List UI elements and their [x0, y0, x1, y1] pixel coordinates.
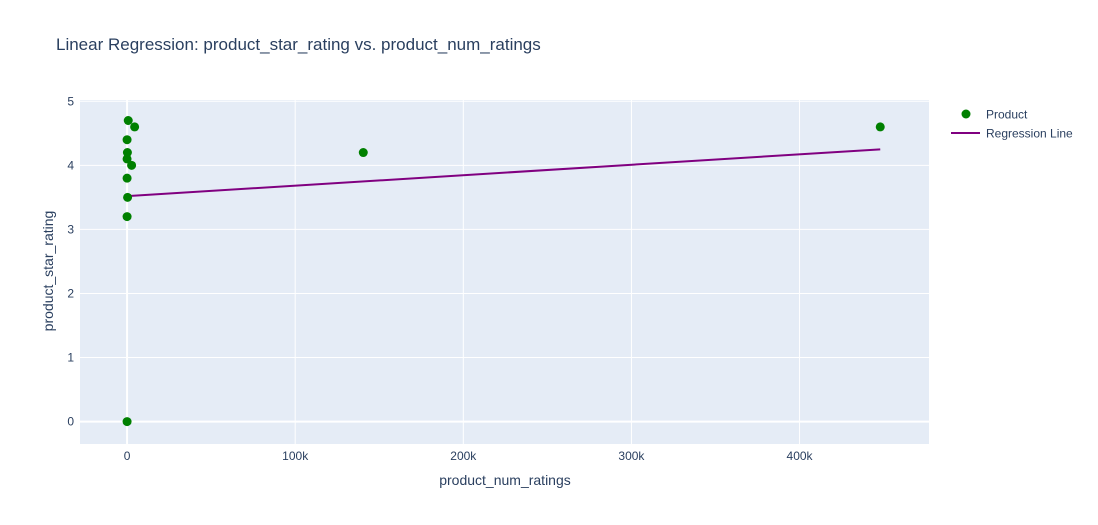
- data-point[interactable]: [122, 173, 132, 183]
- y-tick-label: 5: [67, 94, 74, 108]
- y-tick-label: 0: [67, 415, 74, 429]
- legend-label-regression-line: Regression Line: [986, 127, 1073, 141]
- data-point[interactable]: [358, 148, 368, 158]
- regression-line: [127, 148, 881, 198]
- data-point[interactable]: [123, 115, 133, 125]
- data-point[interactable]: [123, 192, 133, 202]
- data-point[interactable]: [130, 122, 140, 132]
- legend-marker-product: [961, 109, 971, 119]
- data-point[interactable]: [122, 212, 132, 222]
- tick-labels: 0 1 2 3 4 5 0 100k 200k 300k 400k: [67, 94, 813, 463]
- x-tick-label: 0: [124, 449, 131, 463]
- data-point[interactable]: [122, 148, 132, 158]
- y-tick-label: 2: [67, 286, 74, 300]
- data-point[interactable]: [875, 122, 885, 132]
- y-tick-label: 3: [67, 222, 74, 236]
- y-axis-title: product_star_rating: [40, 211, 56, 332]
- x-tick-label: 200k: [450, 449, 477, 463]
- legend-item-product[interactable]: Product: [961, 108, 1029, 122]
- y-tick-label: 1: [67, 351, 74, 365]
- x-tick-label: 400k: [787, 449, 814, 463]
- legend-label-product: Product: [986, 108, 1028, 122]
- data-point[interactable]: [127, 160, 137, 170]
- x-tick-label: 100k: [282, 449, 309, 463]
- series-layer: [122, 115, 885, 427]
- x-axis-title: product_num_ratings: [439, 472, 571, 488]
- data-point[interactable]: [122, 154, 132, 164]
- x-tick-label: 300k: [618, 449, 645, 463]
- data-point[interactable]: [122, 417, 132, 427]
- y-tick-label: 4: [67, 158, 74, 172]
- data-point[interactable]: [122, 135, 132, 145]
- chart-title: Linear Regression: product_star_rating v…: [56, 35, 541, 54]
- plot-area: [80, 100, 929, 444]
- legend-item-regression-line[interactable]: Regression Line: [951, 127, 1073, 141]
- legend[interactable]: Product Regression Line: [951, 108, 1073, 141]
